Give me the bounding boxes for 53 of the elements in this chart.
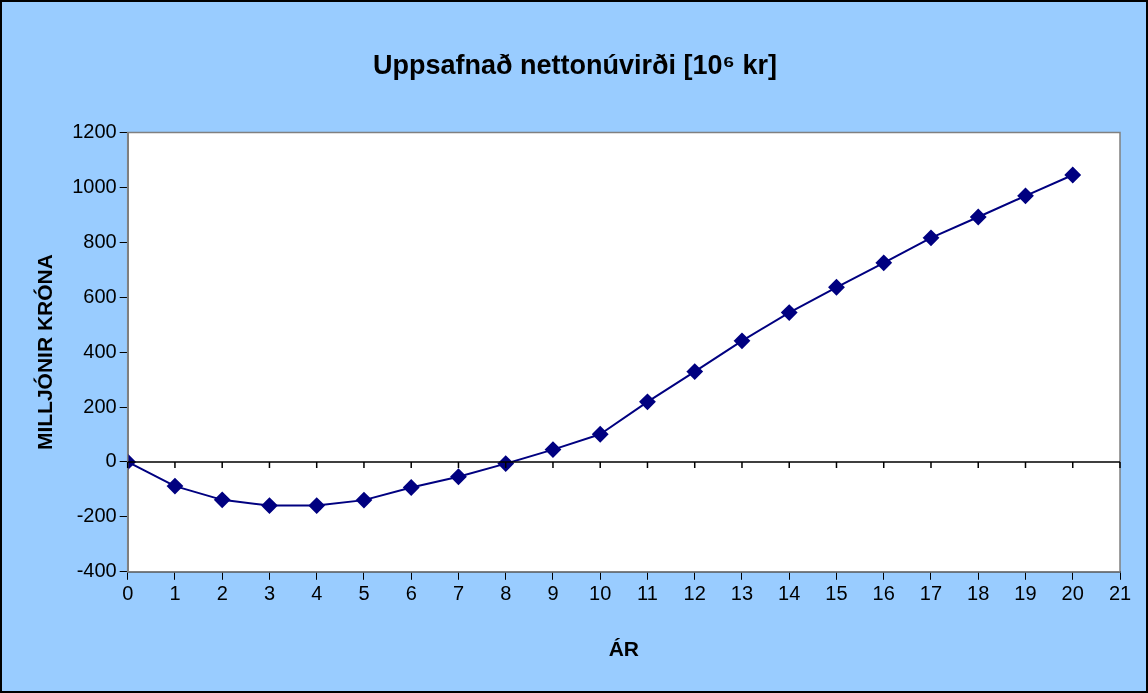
chart-title: Uppsafnað nettonúvirði [10⁶ kr] [373,49,777,80]
point [828,279,845,296]
x-tick-label: 4 [311,582,323,605]
y-tick-label: 600 [83,284,117,307]
point [261,497,278,514]
x-tick-label: 14 [778,582,801,605]
point [781,304,798,321]
x-tick-label: 0 [122,582,134,605]
x-tick-label: 11 [637,582,658,605]
point [214,491,231,508]
point [1017,187,1034,204]
x-tick-label: 20 [1061,582,1084,605]
x-tick-label: 9 [547,582,559,605]
x-tick-label: 12 [683,582,706,605]
x-tick-label: 7 [452,582,465,605]
x-tick-label: 5 [358,582,370,605]
x-tick-label: 17 [919,582,943,605]
x-tick-label: 13 [730,582,754,605]
x-tick-label: 8 [500,582,512,605]
point [308,497,325,514]
x-tick-label: 2 [216,582,228,605]
point [733,332,750,349]
y-tick-label: 400 [83,339,117,362]
x-tick-label: 16 [872,582,895,605]
x-tick-label: 6 [405,582,417,605]
point [686,363,703,380]
point [875,254,892,271]
y-tick-label: 1000 [72,174,117,197]
x-axis-title: ÁR [608,637,640,661]
x-tick-label: 1 [169,582,181,605]
point [592,426,609,443]
x-tick-label: 10 [589,582,612,605]
y-tick-label: 1200 [72,119,117,142]
y-tick-label: 800 [83,229,117,252]
x-tick-label: 21 [1108,582,1132,605]
point [639,393,656,410]
y-axis-title: MILLJÓNIR KRÓNA [33,254,57,451]
y-tick-label: -200 [76,504,117,527]
point [1064,166,1081,183]
x-tick-label: 3 [263,582,276,605]
point [355,492,372,509]
point [970,208,987,225]
x-tick-label: 19 [1014,582,1037,605]
y-tick-label: 200 [83,394,117,417]
point [403,479,420,496]
point [544,441,561,458]
x-tick-label: 15 [825,582,848,605]
y-tick-label: -400 [76,559,117,582]
point [166,478,183,495]
y-tick-label: 0 [105,449,117,472]
point [922,229,939,246]
x-tick-label: 18 [967,582,990,605]
point [450,468,467,485]
